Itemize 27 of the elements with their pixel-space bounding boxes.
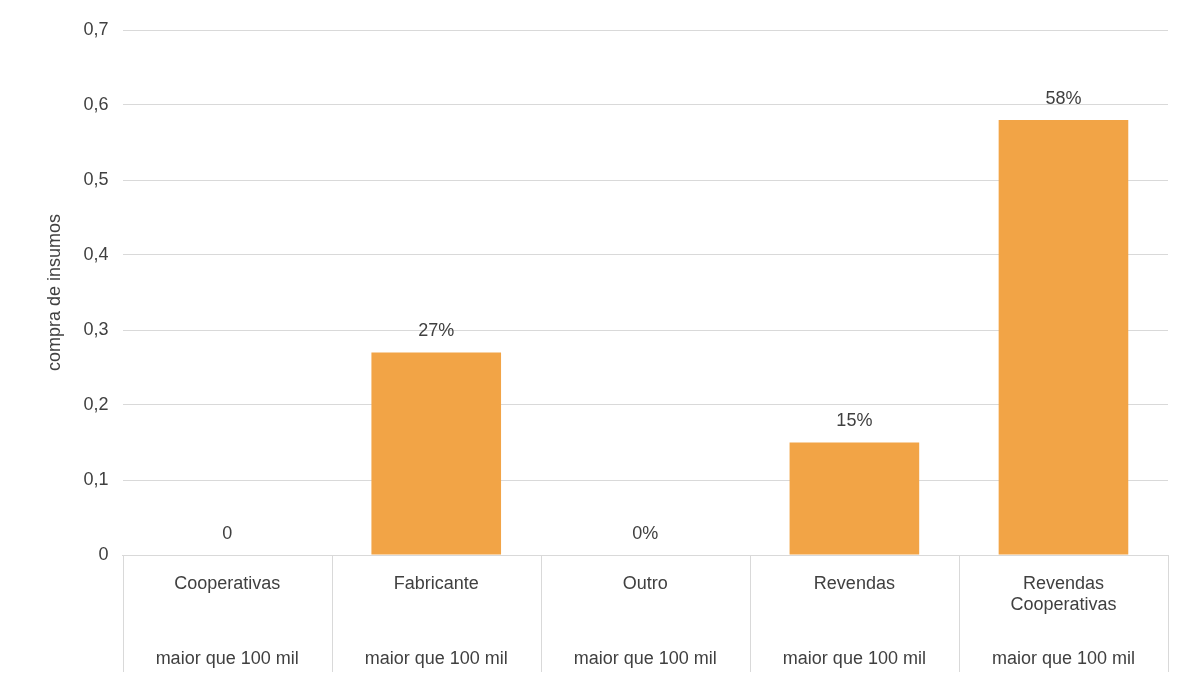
text: maior que 100 mil (782, 647, 926, 668)
text: maior que 100 mil (364, 647, 508, 668)
y-tick-label: 0,2 (83, 393, 109, 414)
data-label: 0 (222, 522, 233, 543)
x-tick-label: Revendas Cooperativas (1010, 572, 1117, 615)
bar (371, 352, 502, 555)
y-tick-label: 0,4 (83, 243, 109, 264)
x-tick-label: Fabricante (393, 572, 479, 593)
x-tick-label: Cooperativas (174, 572, 281, 593)
data-label: 58% (1045, 87, 1082, 108)
y-tick-label: 0,1 (83, 468, 109, 489)
bar (998, 120, 1129, 555)
y-tick-label: 0,3 (83, 318, 109, 339)
x-tick-label: Outro (622, 572, 668, 593)
text: maior que 100 mil (573, 647, 717, 668)
x-tick-label: Revendas (813, 572, 895, 593)
y-tick-label: 0 (98, 543, 109, 564)
data-label: 15% (836, 410, 873, 431)
text: maior que 100 mil (991, 647, 1135, 668)
y-tick-label: 0,5 (83, 168, 109, 189)
data-label: 27% (418, 320, 455, 341)
bar (789, 442, 920, 555)
y-tick-label: 0,6 (83, 93, 109, 114)
data-label: 0% (632, 522, 659, 543)
text: maior que 100 mil (155, 647, 299, 668)
y-axis-title: compra de insumos (43, 213, 64, 372)
y-tick-label: 0,7 (83, 18, 109, 39)
